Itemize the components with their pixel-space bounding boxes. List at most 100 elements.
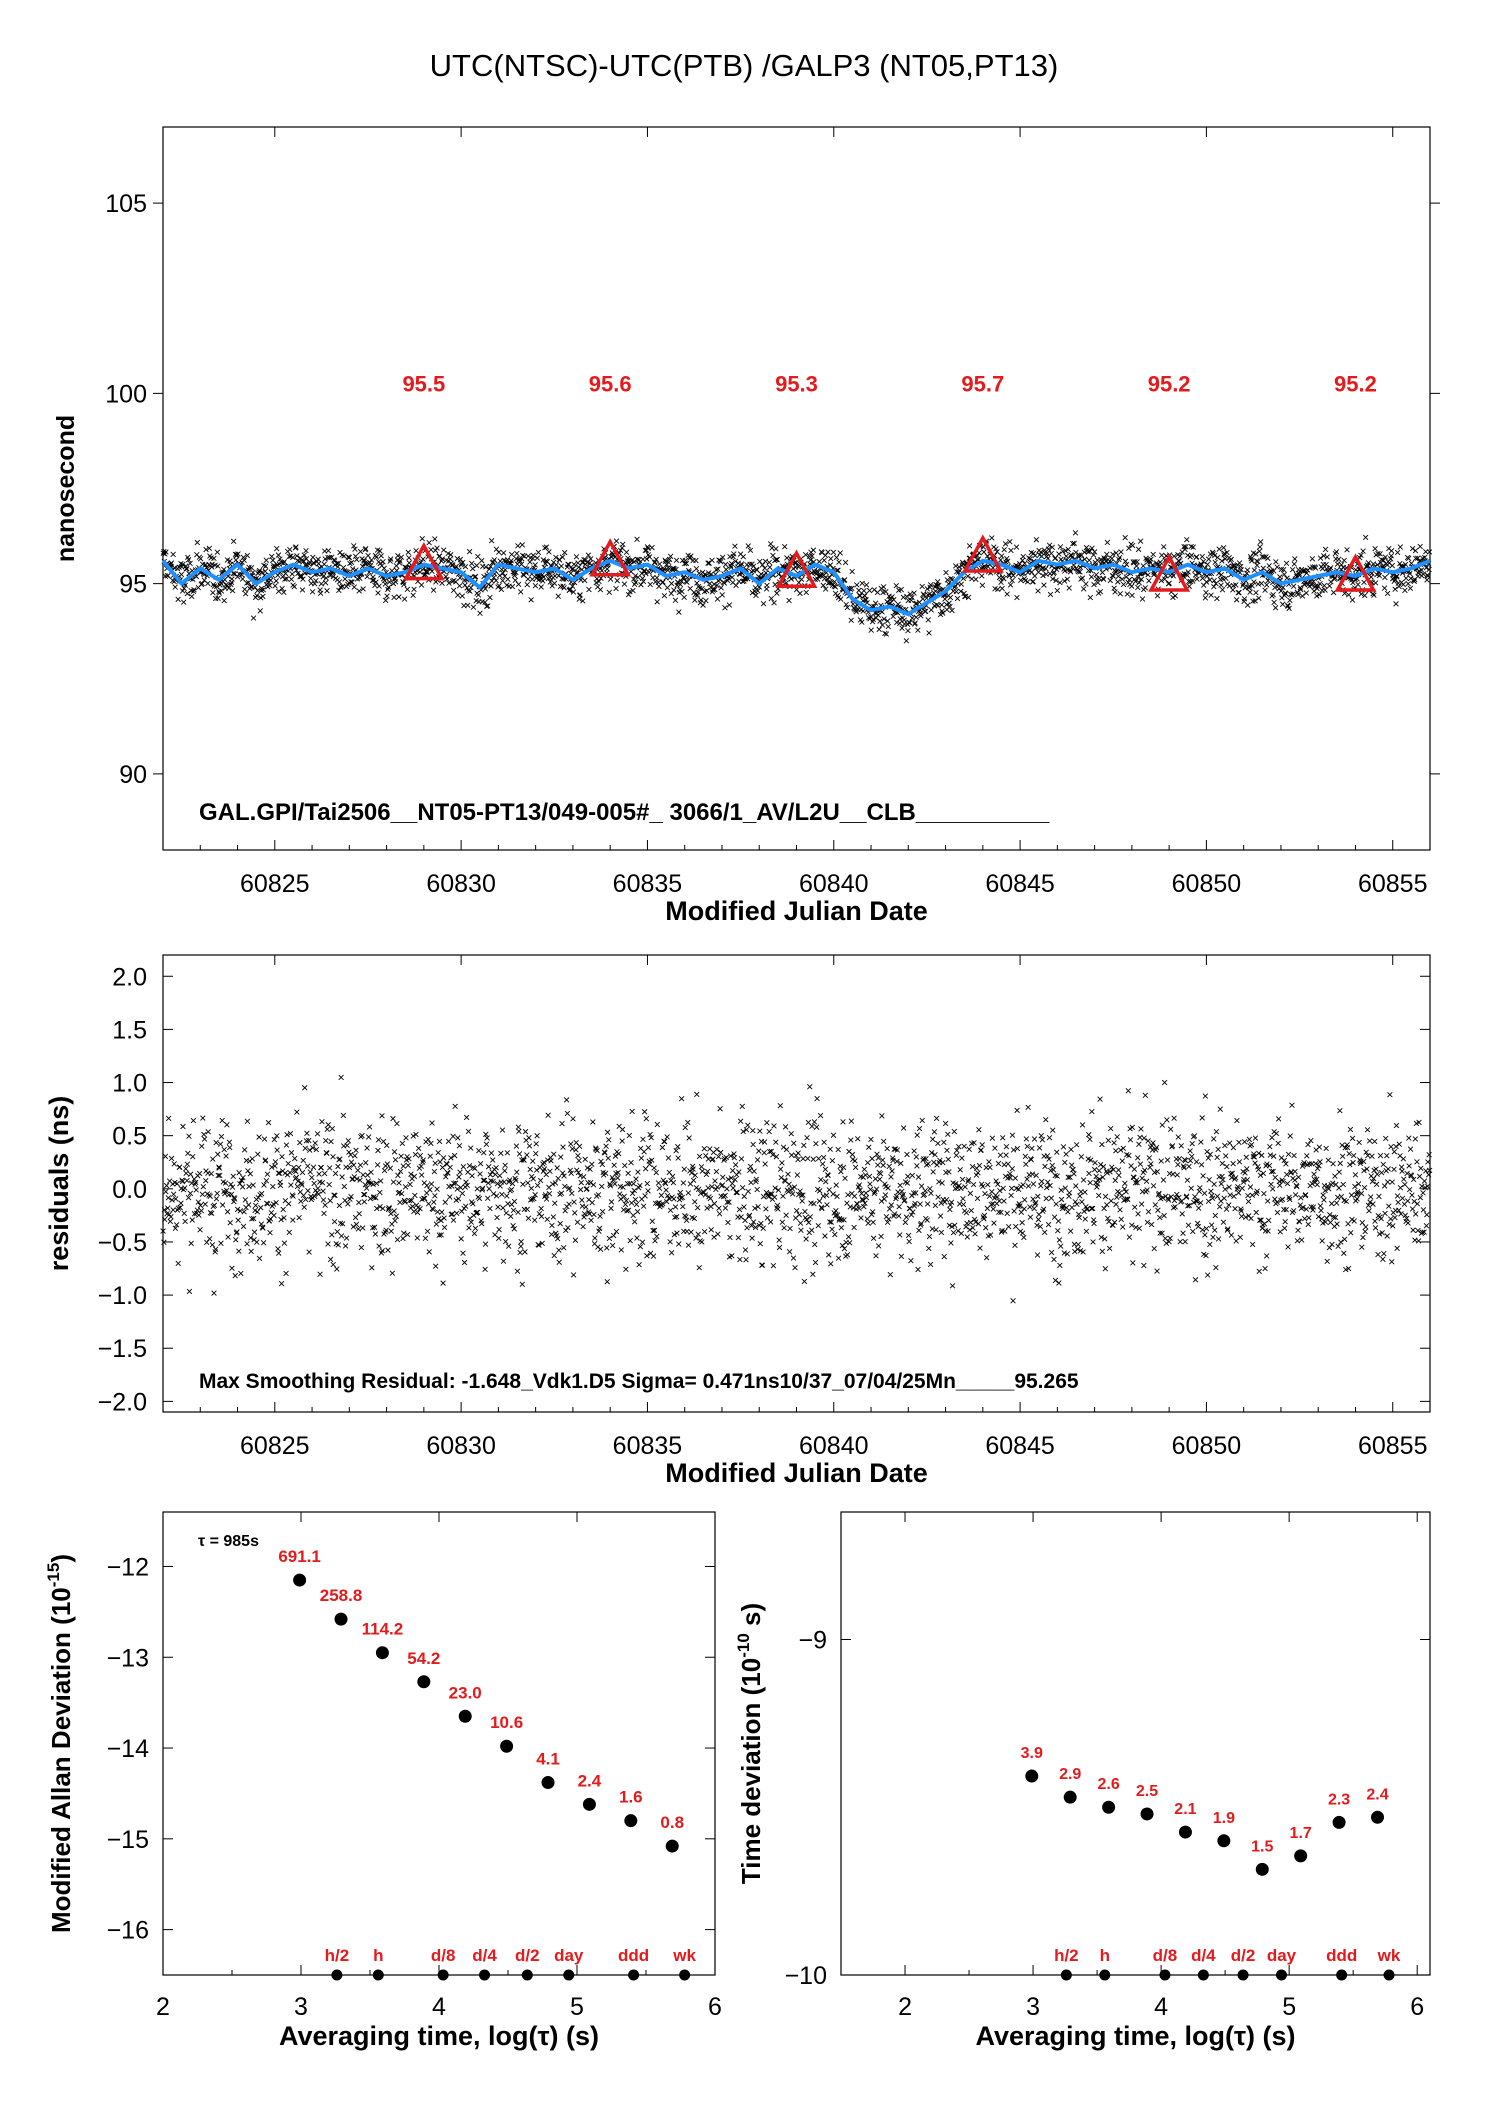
res-scatter-point <box>534 1133 540 1139</box>
res-scatter-point <box>906 1238 912 1245</box>
res-scatter-point <box>452 1103 458 1109</box>
res-scatter-point <box>377 1189 383 1196</box>
res-scatter-point <box>750 1127 756 1134</box>
ts-marker-label: 95.2 <box>1148 371 1191 396</box>
res-scatter-point <box>654 1121 661 1128</box>
ts-scatter-point <box>1097 588 1104 595</box>
res-scatter-point <box>949 1283 956 1289</box>
res-scatter-point <box>264 1171 271 1177</box>
res-scatter-point <box>1267 1143 1273 1150</box>
res-scatter-point <box>1182 1238 1188 1245</box>
ts-scatter-point <box>1020 553 1026 560</box>
res-scatter-point <box>318 1164 324 1171</box>
res-scatter-point <box>1068 1146 1074 1153</box>
ts-scatter-point <box>397 558 403 564</box>
ts-scatter-point <box>1353 567 1359 573</box>
ts-scatter-point <box>267 577 274 583</box>
res-scatter-point <box>866 1173 873 1180</box>
ts-scatter-point <box>682 557 689 564</box>
res-scatter-point <box>450 1133 456 1140</box>
ts-scatter-point <box>1251 579 1257 585</box>
res-scatter-point <box>1275 1140 1281 1147</box>
ts-scatter-point <box>384 593 390 599</box>
ts-scatter-point <box>1280 566 1287 573</box>
res-scatter-point <box>1285 1151 1292 1158</box>
ts-scatter-point <box>1007 582 1014 588</box>
res-scatter-point <box>776 1237 782 1243</box>
ts-scatter-point <box>1314 593 1320 599</box>
res-scatter-point <box>1215 1236 1222 1242</box>
res-scatter-point <box>605 1155 611 1161</box>
ts-scatter-point <box>905 627 911 634</box>
ts-x-axis-label: Modified Julian Date <box>665 896 928 926</box>
ts-scatter-point <box>907 620 913 626</box>
res-scatter-point <box>870 1235 877 1241</box>
res-scatter-point <box>844 1252 851 1258</box>
res-scatter-point <box>896 1203 902 1210</box>
res-scatter-point <box>368 1169 374 1175</box>
ts-scatter-point <box>273 578 279 584</box>
ts-scatter-point <box>1091 549 1098 555</box>
res-scatter-point <box>1079 1199 1085 1205</box>
res-scatter-point <box>508 1213 514 1220</box>
ts-scatter-point <box>310 554 316 561</box>
ts-scatter-point <box>266 582 273 589</box>
res-scatter-point <box>714 1184 721 1190</box>
res-scatter-point <box>1116 1172 1122 1179</box>
ts-scatter-point <box>1170 573 1177 579</box>
ts-scatter-point <box>340 564 347 571</box>
ts-scatter-point <box>446 580 452 586</box>
res-scatter-point <box>615 1150 622 1157</box>
res-scatter-point <box>970 1181 977 1188</box>
res-scatter-point <box>763 1206 769 1212</box>
res-scatter-point <box>226 1139 233 1145</box>
res-scatter-point <box>1256 1150 1262 1157</box>
res-scatter-point <box>1378 1215 1384 1222</box>
res-scatter-point <box>1089 1108 1095 1115</box>
res-scatter-point <box>1291 1152 1297 1159</box>
res-scatter-point <box>608 1205 614 1212</box>
res-scatter-point <box>1097 1096 1103 1102</box>
ts-scatter-point <box>926 630 932 636</box>
res-scatter-point <box>486 1186 492 1192</box>
ts-scatter-point <box>538 584 544 590</box>
ts-scatter-point <box>822 552 829 559</box>
res-scatter-point <box>496 1172 503 1179</box>
res-scatter-point <box>1341 1236 1348 1242</box>
res-scatter-point <box>975 1221 982 1227</box>
res-scatter-point <box>1226 1140 1233 1146</box>
res-scatter-point <box>1192 1277 1199 1283</box>
res-scatter-point <box>1336 1169 1342 1175</box>
ts-scatter-point <box>1083 581 1089 587</box>
res-scatter-point <box>360 1172 366 1178</box>
res-x-tick-label: 60845 <box>985 1432 1055 1460</box>
ts-scatter-point <box>1100 576 1107 582</box>
res-scatter-point <box>671 1196 677 1202</box>
ts-scatter-point <box>646 569 652 575</box>
res-scatter-point <box>1154 1268 1160 1274</box>
mdev-tau-label: τ = 985s <box>198 1533 259 1550</box>
ts-scatter-point <box>995 586 1001 593</box>
ts-scatter-point <box>428 547 434 553</box>
res-scatter-point <box>1187 1157 1194 1164</box>
res-scatter-point <box>945 1156 951 1163</box>
ts-scatter-point <box>448 552 454 558</box>
res-scatter-point <box>782 1124 789 1130</box>
res-scatter-point <box>551 1151 557 1157</box>
ts-scatter-point <box>820 582 827 589</box>
res-scatter-point <box>886 1163 892 1170</box>
ts-scatter-point <box>559 554 566 560</box>
ts-scatter-point <box>1160 544 1167 550</box>
tdev-data-label: 2.4 <box>1366 1786 1388 1803</box>
res-scatter-point <box>902 1219 909 1226</box>
res-scatter-point <box>1211 1136 1217 1142</box>
ts-scatter-point <box>163 549 169 555</box>
ts-scatter-point <box>704 588 710 594</box>
res-scatter-point <box>366 1124 373 1130</box>
ts-scatter-point <box>1213 580 1219 587</box>
res-scatter-point <box>307 1169 313 1175</box>
ts-scatter-point <box>1426 566 1432 573</box>
res-scatter-point <box>170 1191 177 1197</box>
mdev-interval-dot <box>479 1969 491 1981</box>
res-scatter-point <box>684 1228 690 1235</box>
